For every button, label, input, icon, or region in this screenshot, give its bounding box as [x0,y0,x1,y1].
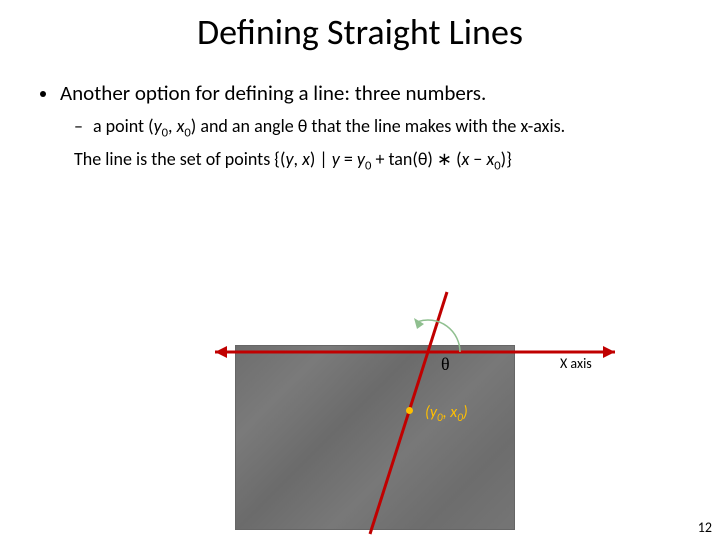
bullet-level1: Another option for defining a line: thre… [40,80,680,107]
point-dot [406,407,413,414]
bullet-dash-icon: – [74,115,83,138]
diagram: θ X axis (y0, x0) [235,310,625,530]
slide: Defining Straight Lines Another option f… [0,0,720,540]
body: Another option for defining a line: thre… [40,80,680,181]
bullet-level2-a: – a point (y0, x0) and an angle θ that t… [74,115,680,142]
slide-title: Defining Straight Lines [0,10,720,54]
bullet-dot-icon [40,91,46,97]
bullet-text: a point (y0, x0) and an angle θ that the… [93,115,565,142]
bullet-text: Another option for defining a line: thre… [60,80,486,107]
xaxis-label: X axis [560,355,592,372]
point-label: (y0, x0) [425,403,468,425]
bullet-level2-b: The line is the set of points {(y, x) | … [74,148,680,175]
bullet-text: The line is the set of points {(y, x) | … [74,148,680,175]
page-number: 12 [698,519,712,536]
theta-label: θ [441,354,450,375]
